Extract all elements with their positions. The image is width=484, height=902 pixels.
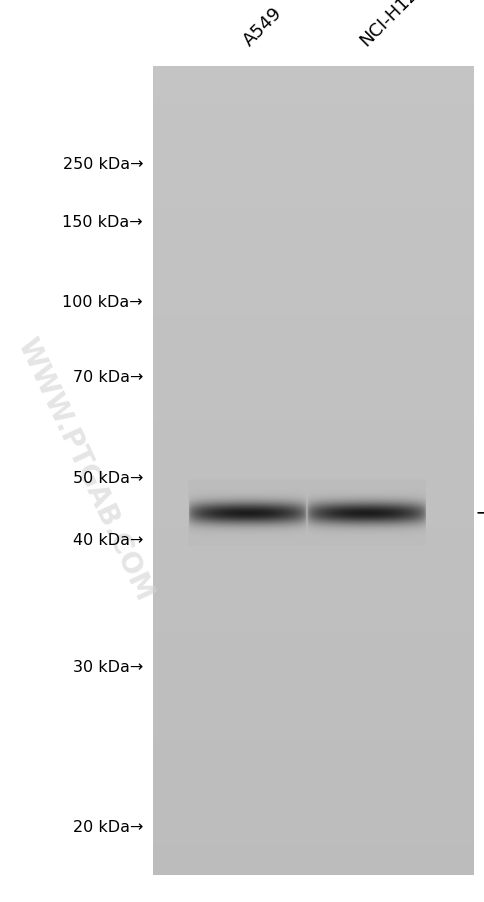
Text: 40 kDa→: 40 kDa→	[73, 532, 143, 548]
Text: 70 kDa→: 70 kDa→	[73, 369, 143, 384]
Text: 100 kDa→: 100 kDa→	[62, 294, 143, 309]
Text: 20 kDa→: 20 kDa→	[73, 819, 143, 834]
Text: 150 kDa→: 150 kDa→	[62, 216, 143, 230]
Text: 50 kDa→: 50 kDa→	[73, 470, 143, 485]
Text: A549: A549	[239, 4, 285, 50]
Text: 30 kDa→: 30 kDa→	[73, 659, 143, 674]
Text: NCI-H1299: NCI-H1299	[355, 0, 437, 50]
Text: 250 kDa→: 250 kDa→	[62, 157, 143, 172]
Text: WWW.PTGAB.COM: WWW.PTGAB.COM	[12, 333, 158, 605]
